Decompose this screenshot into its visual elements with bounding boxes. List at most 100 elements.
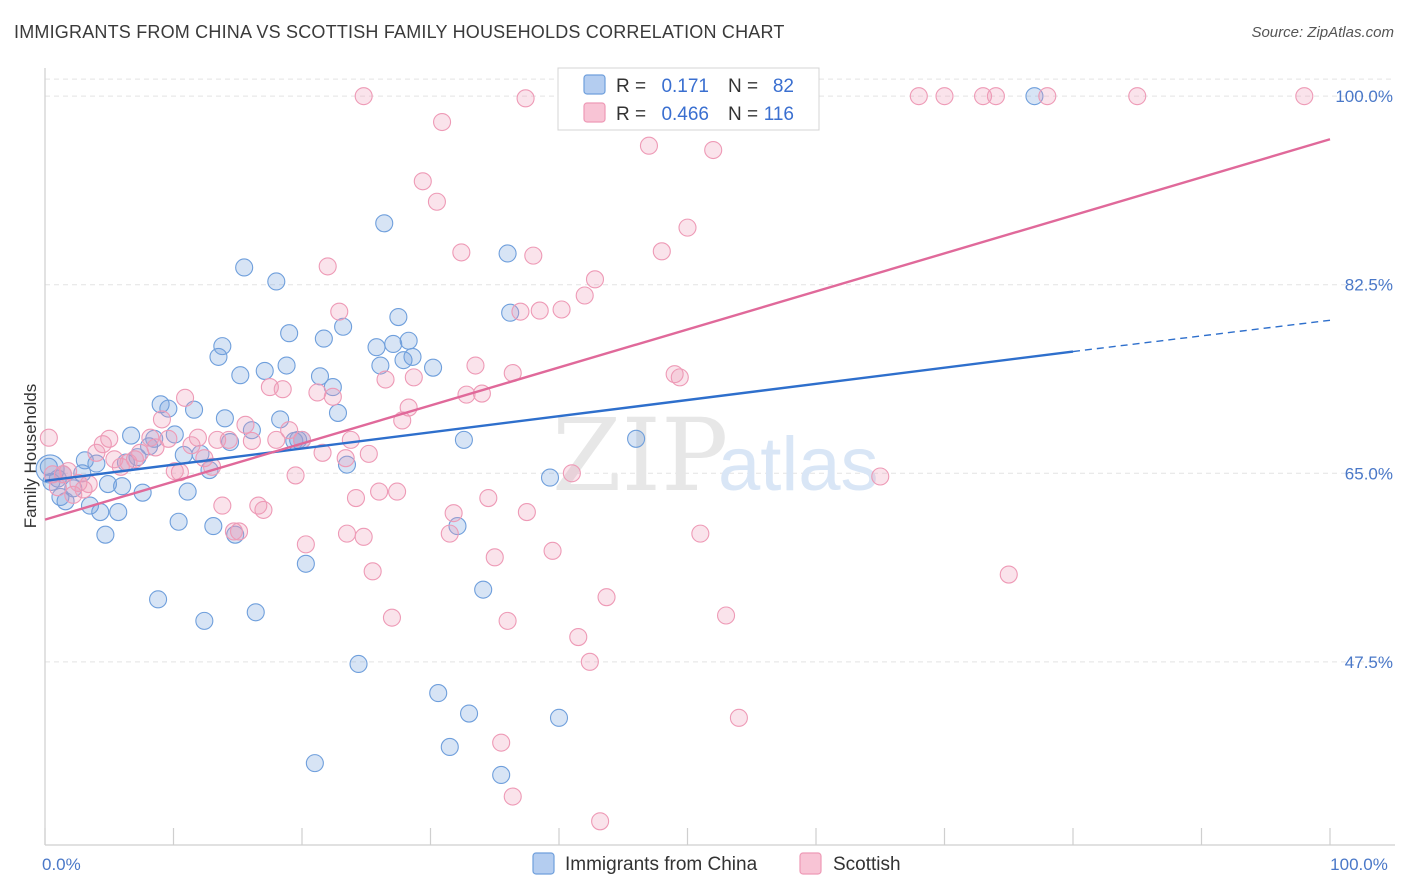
legend-r-value-scottish: 0.466 bbox=[661, 104, 709, 125]
data-point-china bbox=[296, 554, 315, 573]
trend-line-china-extension bbox=[1072, 319, 1331, 353]
x-tick-label: 100.0% bbox=[1330, 855, 1388, 874]
data-point-scottish bbox=[224, 522, 243, 541]
data-point-scottish bbox=[39, 428, 58, 447]
data-point-scottish bbox=[552, 300, 571, 319]
trend-lines bbox=[44, 138, 1331, 521]
y-axis-label: Family Households bbox=[21, 384, 40, 529]
legend-n-value-scottish: 116 bbox=[764, 104, 794, 125]
data-point-china bbox=[540, 468, 560, 487]
data-point-scottish bbox=[444, 504, 463, 523]
data-point-china bbox=[454, 430, 473, 449]
data-point-scottish bbox=[704, 140, 723, 160]
data-point-scottish bbox=[346, 489, 366, 508]
data-point-china bbox=[255, 361, 274, 380]
data-point-scottish bbox=[105, 450, 124, 469]
data-point-scottish bbox=[652, 242, 671, 261]
data-point-china bbox=[389, 307, 408, 327]
data-point-china bbox=[159, 399, 178, 418]
data-point-scottish bbox=[131, 443, 150, 462]
series-china-points bbox=[35, 87, 1044, 785]
data-point-china bbox=[169, 512, 188, 531]
data-point-scottish bbox=[354, 87, 373, 106]
data-point-china bbox=[371, 356, 390, 375]
data-point-scottish bbox=[146, 438, 165, 457]
data-point-china bbox=[627, 429, 646, 448]
bottom-legend-swatch-china bbox=[532, 852, 555, 875]
data-point-scottish bbox=[254, 500, 273, 519]
data-point-china bbox=[235, 258, 254, 277]
legend-r-label-china: R = bbox=[616, 76, 646, 97]
data-point-china bbox=[213, 337, 232, 356]
data-point-scottish bbox=[427, 192, 446, 211]
data-point-china bbox=[375, 214, 394, 233]
data-point-scottish bbox=[341, 430, 360, 449]
data-point-scottish bbox=[524, 246, 543, 265]
data-point-scottish bbox=[100, 429, 119, 448]
data-point-scottish bbox=[267, 430, 286, 449]
trend-line-china bbox=[44, 350, 1074, 483]
data-point-scottish bbox=[188, 428, 207, 447]
data-point-china bbox=[215, 409, 234, 428]
y-tick-label: 47.5% bbox=[1345, 653, 1393, 672]
trend-line-scottish bbox=[44, 138, 1331, 521]
data-point-scottish bbox=[286, 466, 305, 485]
data-point-china bbox=[149, 590, 168, 609]
data-point-scottish bbox=[363, 562, 382, 581]
data-point-china bbox=[246, 603, 265, 622]
data-point-china bbox=[109, 503, 128, 522]
chart-source: Source: ZipAtlas.com bbox=[1251, 24, 1394, 41]
watermark-zip: ZIP bbox=[552, 397, 728, 514]
data-point-scottish bbox=[229, 522, 249, 541]
legend-r-value-china: 0.171 bbox=[661, 76, 709, 97]
data-point-scottish bbox=[516, 89, 535, 108]
data-point-scottish bbox=[64, 485, 83, 504]
data-point-scottish bbox=[313, 443, 332, 462]
data-point-china bbox=[349, 654, 368, 674]
data-point-scottish bbox=[575, 286, 594, 305]
data-point-scottish bbox=[452, 243, 471, 262]
data-point-china bbox=[367, 338, 386, 357]
data-point-scottish bbox=[665, 365, 684, 384]
data-point-china bbox=[98, 474, 118, 494]
data-point-scottish bbox=[242, 431, 261, 451]
top-legend: R = 0.171 N = 82 R = 0.466 N = 116 bbox=[557, 67, 820, 131]
data-point-china bbox=[337, 455, 357, 474]
data-point-china bbox=[231, 366, 250, 385]
data-point-scottish bbox=[176, 388, 195, 407]
data-point-scottish bbox=[354, 527, 373, 546]
data-point-scottish bbox=[337, 524, 357, 543]
bottom-legend-label-china: Immigrants from China bbox=[565, 854, 758, 875]
data-point-scottish bbox=[382, 608, 402, 627]
y-tick-label: 100.0% bbox=[1335, 87, 1393, 106]
y-tick-labels: 47.5% 65.0% 82.5% 100.0% bbox=[1335, 87, 1393, 672]
data-point-scottish bbox=[213, 496, 232, 515]
data-point-scottish bbox=[909, 87, 928, 106]
data-point-china bbox=[195, 611, 214, 630]
data-point-scottish bbox=[152, 410, 171, 429]
data-point-scottish bbox=[492, 733, 511, 752]
data-point-china bbox=[277, 356, 296, 375]
data-point-china bbox=[429, 684, 448, 703]
data-point-scottish bbox=[440, 524, 459, 543]
data-point-scottish bbox=[273, 380, 292, 399]
bottom-legend-label-scottish: Scottish bbox=[833, 854, 901, 875]
legend-r-label-scottish: R = bbox=[616, 104, 646, 125]
data-point-scottish bbox=[323, 387, 342, 406]
data-point-china bbox=[549, 708, 569, 727]
data-point-china bbox=[267, 272, 286, 291]
data-point-china bbox=[178, 482, 197, 501]
data-point-china bbox=[1025, 87, 1044, 106]
data-point-scottish bbox=[280, 421, 299, 440]
data-point-scottish bbox=[639, 136, 659, 155]
data-point-china bbox=[403, 347, 422, 366]
data-point-scottish bbox=[670, 368, 689, 387]
watermark-atlas: atlas bbox=[718, 422, 879, 507]
data-point-scottish bbox=[433, 112, 452, 132]
x-tick-labels: 0.0% 100.0% bbox=[42, 855, 1388, 874]
chart-title: IMMIGRANTS FROM CHINA VS SCOTTISH FAMILY… bbox=[14, 22, 785, 42]
data-point-china bbox=[474, 580, 493, 599]
data-point-scottish bbox=[871, 467, 890, 486]
data-point-scottish bbox=[159, 429, 178, 448]
data-point-scottish bbox=[597, 588, 616, 607]
